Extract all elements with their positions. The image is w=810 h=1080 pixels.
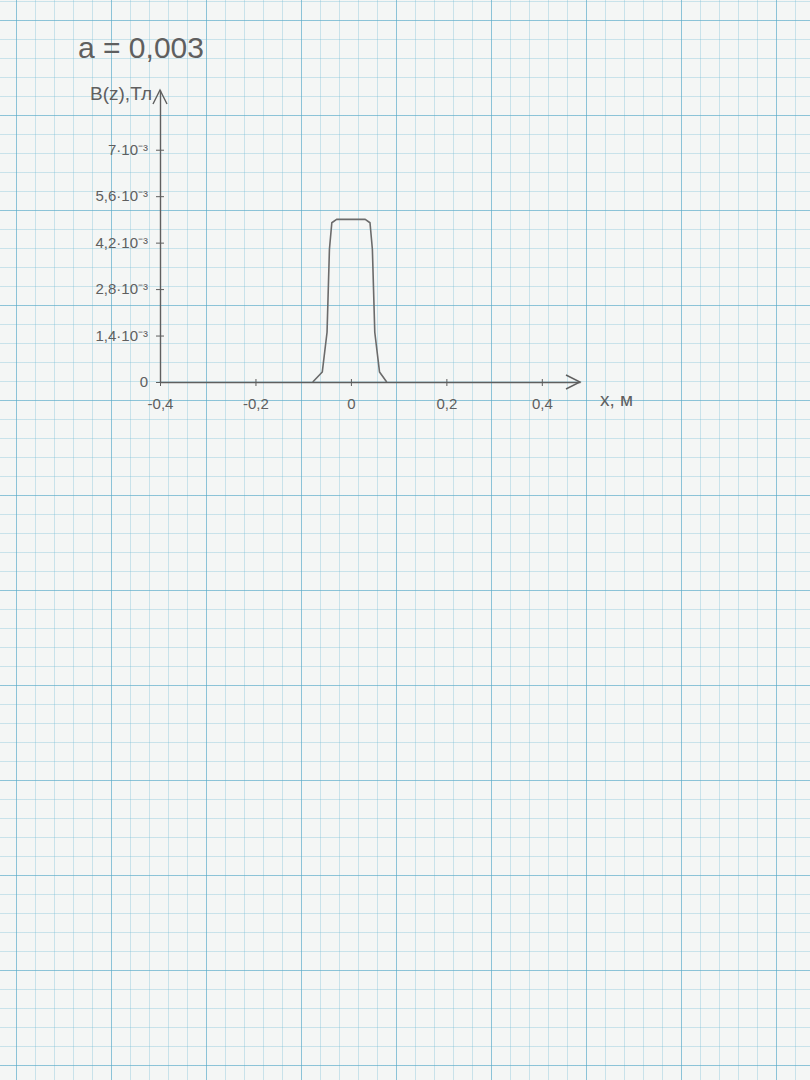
y-tick-label: 4,2·10⁻³ [95, 234, 148, 251]
y-tick: 5,6·10⁻³ [95, 187, 164, 204]
y-tick-mark [156, 289, 164, 290]
plot-area [313, 219, 387, 382]
x-tick: -0,2 [243, 379, 269, 412]
y-arrow [153, 90, 167, 104]
y-tick-label: 1,4·10⁻³ [95, 327, 148, 344]
y-axis-title: B(z),Тл [90, 83, 152, 104]
y-tick: 0 [140, 373, 164, 390]
chart: a = 0,003 -0,4 -0,2 0 0,2 0,4 0 1,4·10⁻³ 2,8·10⁻… [0, 0, 810, 1080]
y-tick: 1,4·10⁻³ [95, 327, 164, 344]
x-axis: -0,4 -0,2 0 0,2 0,4 [148, 379, 581, 412]
x-axis-line [161, 382, 581, 383]
x-tick-label: -0,2 [243, 395, 269, 412]
y-axis-line [160, 91, 161, 383]
x-tick-label: 0,4 [532, 395, 553, 412]
y-tick-label: 5,6·10⁻³ [95, 187, 148, 204]
y-tick: 7·10⁻³ [108, 141, 164, 158]
x-axis-title: x, м [600, 389, 633, 410]
y-tick-mark [156, 196, 164, 197]
x-tick: 0 [347, 379, 355, 412]
y-tick-mark [156, 382, 164, 383]
x-tick-mark [446, 379, 447, 386]
x-tick-mark [542, 379, 543, 386]
y-tick-label: 2,8·10⁻³ [95, 280, 148, 297]
x-tick: 0,4 [532, 379, 553, 412]
y-axis: 0 1,4·10⁻³ 2,8·10⁻³ 4,2·10⁻³ 5,6·10⁻³ 7·10⁻³ [95, 91, 164, 391]
x-arrow [566, 375, 580, 389]
y-tick-mark [156, 336, 164, 337]
x-tick: 0,2 [436, 379, 457, 412]
x-tick-label: 0,2 [436, 395, 457, 412]
y-tick-label: 0 [140, 373, 148, 390]
y-tick-mark [156, 243, 164, 244]
y-tick: 4,2·10⁻³ [95, 234, 164, 251]
title: a = 0,003 [78, 31, 204, 64]
x-tick-label: 0 [347, 395, 355, 412]
y-tick-label: 7·10⁻³ [108, 141, 148, 158]
y-tick-mark [156, 150, 164, 151]
data-line [313, 219, 387, 382]
x-tick: -0,4 [148, 379, 174, 412]
x-tick-mark [351, 379, 352, 386]
x-tick-label: -0,4 [148, 395, 174, 412]
x-tick-mark [255, 379, 256, 386]
y-tick: 2,8·10⁻³ [95, 280, 164, 297]
